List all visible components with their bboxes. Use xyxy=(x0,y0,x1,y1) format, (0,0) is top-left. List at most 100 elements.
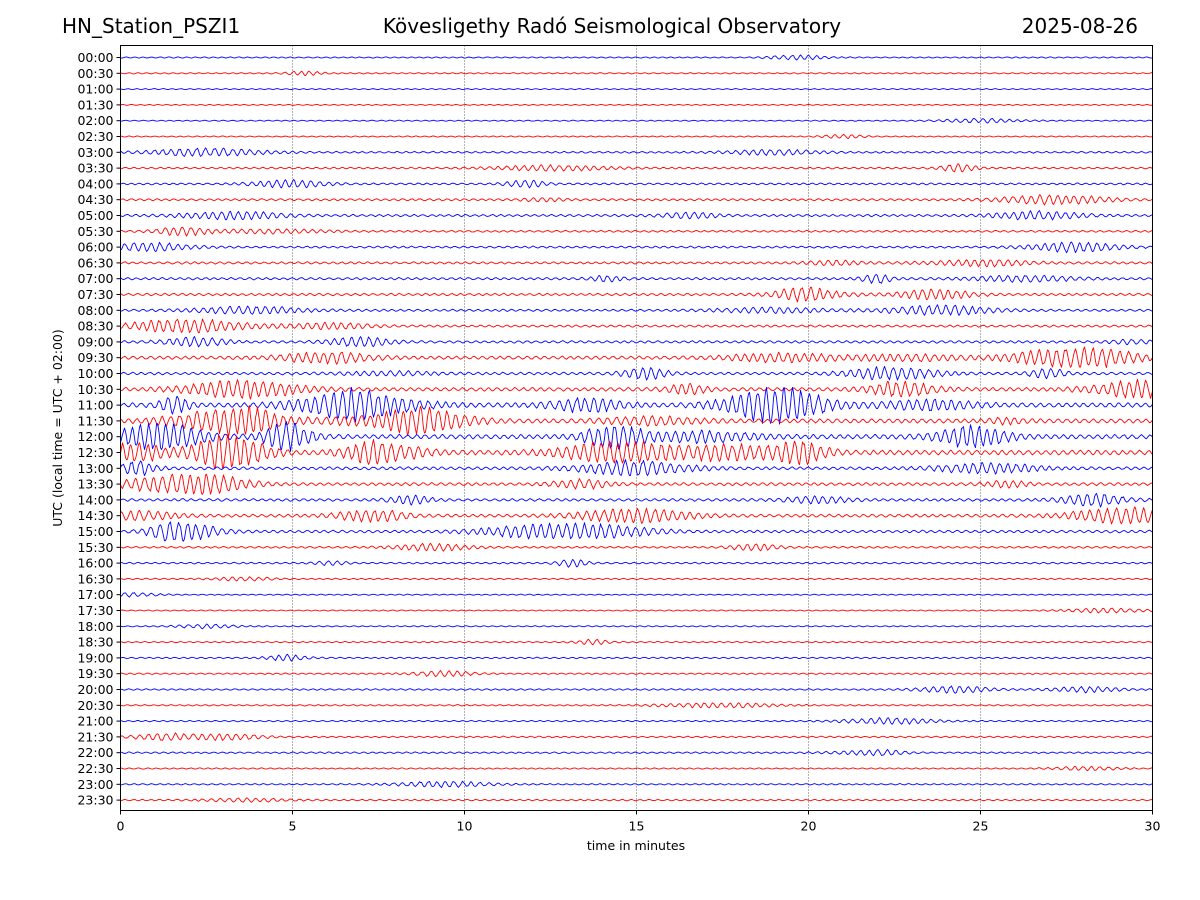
y-tick-label: 19:00 xyxy=(77,650,113,665)
trace-0900 xyxy=(120,336,1153,348)
trace-0100 xyxy=(120,88,1153,91)
trace-0400 xyxy=(120,179,1153,189)
trace-0330 xyxy=(120,163,1153,173)
y-tick-label: 01:00 xyxy=(77,82,113,97)
trace-1130 xyxy=(120,405,1153,438)
trace-0030 xyxy=(120,70,1153,77)
y-tick-label: 03:30 xyxy=(77,161,113,176)
y-tick-label: 16:30 xyxy=(77,571,113,586)
y-tick-label: 04:30 xyxy=(77,192,113,207)
trace-2330 xyxy=(120,797,1153,803)
y-tick-label: 03:00 xyxy=(77,145,113,160)
y-tick-label: 02:30 xyxy=(77,129,113,144)
trace-1300 xyxy=(120,459,1153,477)
trace-0500 xyxy=(120,210,1153,221)
trace-2230 xyxy=(120,765,1153,772)
trace-1900 xyxy=(120,653,1153,662)
trace-1100 xyxy=(120,386,1153,425)
trace-0700 xyxy=(120,274,1153,284)
x-tick-label: 15 xyxy=(629,819,645,834)
trace-1430 xyxy=(120,506,1153,525)
y-tick-label: 12:30 xyxy=(77,445,113,460)
y-tick-label: 02:00 xyxy=(77,113,113,128)
trace-1000 xyxy=(120,365,1153,381)
y-tick-label: 05:30 xyxy=(77,224,113,239)
y-tick-label: 04:00 xyxy=(77,176,113,191)
y-tick-label: 05:00 xyxy=(77,208,113,223)
trace-0830 xyxy=(120,318,1153,334)
y-tick-label: 21:30 xyxy=(77,729,113,744)
trace-0300 xyxy=(120,147,1153,157)
y-axis-label: UTC (local time = UTC + 02:00) xyxy=(50,329,65,527)
trace-2100 xyxy=(120,717,1153,725)
trace-1830 xyxy=(120,638,1153,646)
trace-0600 xyxy=(120,241,1153,254)
y-tick-label: 10:30 xyxy=(77,382,113,397)
trace-1700 xyxy=(120,592,1153,598)
trace-0430 xyxy=(120,194,1153,206)
y-tick-label: 00:30 xyxy=(77,66,113,81)
trace-1730 xyxy=(120,607,1153,614)
trace-1630 xyxy=(120,576,1153,582)
y-tick-label: 07:00 xyxy=(77,271,113,286)
chart-title: Kövesligethy Radó Seismological Observat… xyxy=(382,14,842,38)
y-tick-label: 22:30 xyxy=(77,761,113,776)
y-tick-label: 06:30 xyxy=(77,255,113,270)
y-tick-label: 11:00 xyxy=(77,398,113,413)
y-tick-label: 13:30 xyxy=(77,477,113,492)
trace-0730 xyxy=(120,286,1153,303)
trace-1530 xyxy=(120,542,1153,552)
x-tick-label: 5 xyxy=(289,819,297,834)
trace-1400 xyxy=(120,492,1153,508)
y-tick-label: 01:30 xyxy=(77,97,113,112)
trace-2000 xyxy=(120,685,1153,694)
y-tick-label: 23:00 xyxy=(77,777,113,792)
y-tick-label: 15:30 xyxy=(77,540,113,555)
y-tick-label: 17:00 xyxy=(77,587,113,602)
trace-1800 xyxy=(120,623,1153,630)
y-tick-label: 08:00 xyxy=(77,303,113,318)
y-tick-label: 19:30 xyxy=(77,666,113,681)
trace-0230 xyxy=(120,133,1153,139)
trace-1500 xyxy=(120,521,1153,542)
y-tick-label: 13:00 xyxy=(77,461,113,476)
trace-2300 xyxy=(120,780,1153,789)
y-tick-label: 16:00 xyxy=(77,556,113,571)
y-tick-label: 00:00 xyxy=(77,50,113,65)
trace-0000 xyxy=(120,54,1153,61)
trace-1200 xyxy=(120,421,1153,452)
grid-lines xyxy=(292,45,981,811)
trace-2030 xyxy=(120,702,1153,709)
trace-0930 xyxy=(120,346,1153,369)
y-tick-label: 20:30 xyxy=(77,698,113,713)
x-tick-label: 25 xyxy=(973,819,989,834)
trace-1600 xyxy=(120,559,1153,568)
y-tick-label: 12:00 xyxy=(77,429,113,444)
trace-0630 xyxy=(120,259,1153,268)
seismic-traces xyxy=(120,54,1153,803)
y-tick-label: 09:00 xyxy=(77,334,113,349)
trace-1030 xyxy=(120,378,1153,400)
y-tick-label: 22:00 xyxy=(77,745,113,760)
y-tick-label: 07:30 xyxy=(77,287,113,302)
y-tick-label: 09:30 xyxy=(77,350,113,365)
y-tick-label: 08:30 xyxy=(77,319,113,334)
y-tick-label: 14:00 xyxy=(77,492,113,507)
trace-0200 xyxy=(120,118,1153,124)
trace-1230 xyxy=(120,434,1153,470)
x-axis-ticks: 0 5 10 15 20 25 30 xyxy=(117,810,1161,834)
x-tick-label: 30 xyxy=(1145,819,1161,834)
y-tick-label: 20:00 xyxy=(77,682,113,697)
x-tick-label: 20 xyxy=(801,819,817,834)
y-tick-label: 18:30 xyxy=(77,635,113,650)
y-tick-label: 14:30 xyxy=(77,508,113,523)
y-tick-label: 11:30 xyxy=(77,413,113,428)
y-tick-label: 06:00 xyxy=(77,240,113,255)
y-tick-label: 21:00 xyxy=(77,714,113,729)
trace-1330 xyxy=(120,473,1153,495)
date-label: 2025-08-26 xyxy=(1021,14,1138,38)
trace-1930 xyxy=(120,670,1153,678)
y-tick-label: 15:00 xyxy=(77,524,113,539)
station-label: HN_Station_PSZI1 xyxy=(62,14,241,38)
